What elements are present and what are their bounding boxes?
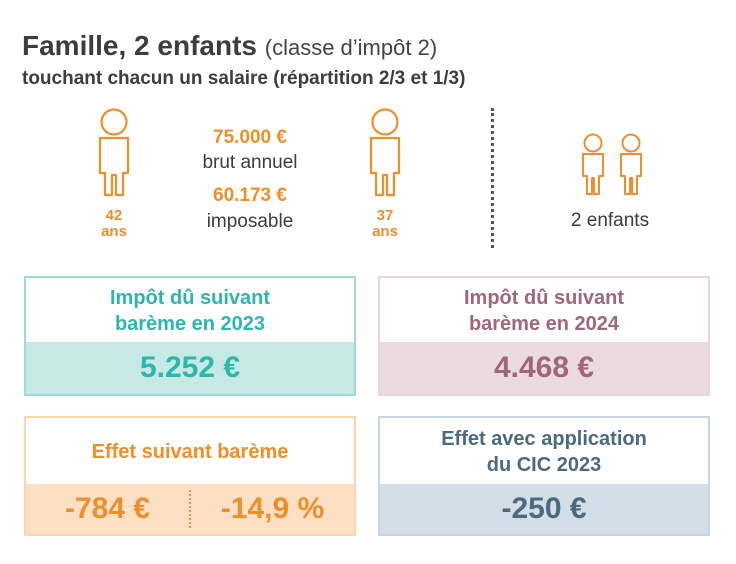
effect-cic-heading-line2: du CIC 2023 (486, 454, 602, 476)
tax-2023-heading: Impôt dû suivant barème en 2023 (26, 278, 354, 344)
adult2-age: 37 ans (365, 208, 405, 240)
title-main: Famille, 2 enfants (22, 30, 257, 61)
gross-label: brut annuel (202, 152, 298, 173)
taxable-label: imposable (206, 211, 294, 232)
adult-person-icon (98, 108, 130, 197)
page-title: Famille, 2 enfants (classe d’impôt 2) (22, 30, 437, 62)
page-subtitle: touchant chacun un salaire (répartition … (22, 68, 466, 89)
child-person-icon (582, 133, 604, 195)
tax-2023-heading-line1: Impôt dû suivant (110, 287, 270, 309)
effect-scale-divider (189, 490, 191, 528)
child-person-icon (620, 133, 642, 195)
tax-2024-heading-line2: barème en 2024 (468, 313, 620, 335)
tax-2023-card: Impôt dû suivant barème en 2023 5.252 € (24, 276, 356, 396)
adult1-age-unit: ans (101, 223, 127, 240)
household-divider (491, 108, 494, 248)
effect-cic-heading: Effet avec application du CIC 2023 (380, 418, 708, 486)
adult1-age: 42 ans (94, 208, 134, 240)
tax-2023-value: 5.252 € (26, 342, 354, 394)
adult-person-icon (369, 108, 401, 197)
gross-amount: 75.000 € (213, 127, 287, 148)
effect-scale-values: -784 € -14,9 % (26, 484, 354, 534)
tax-2024-card: Impôt dû suivant barème en 2024 4.468 € (378, 276, 710, 396)
adult2-age-unit: ans (372, 223, 398, 240)
taxable-amount: 60.173 € (213, 185, 287, 206)
effect-scale-percent: -14,9 % (220, 492, 325, 525)
tax-2023-heading-line2: barème en 2023 (114, 313, 266, 335)
effect-scale-card: Effet suivant barème -784 € -14,9 % (24, 416, 356, 536)
effect-scale-amount: -784 € (64, 492, 151, 525)
adult1-age-value: 42 (105, 207, 123, 224)
tax-2024-heading-line1: Impôt dû suivant (464, 287, 624, 309)
tax-2024-value: 4.468 € (380, 342, 708, 394)
effect-cic-heading-line1: Effet avec application (441, 428, 647, 450)
title-suffix: (classe d’impôt 2) (264, 35, 438, 60)
effect-scale-heading: Effet suivant barème (91, 441, 289, 463)
effect-cic-card: Effet avec application du CIC 2023 -250 … (378, 416, 710, 536)
effect-cic-value: -250 € (380, 484, 708, 534)
children-label: 2 enfants (570, 210, 650, 231)
tax-2024-heading: Impôt dû suivant barème en 2024 (380, 278, 708, 344)
adult2-age-value: 37 (376, 207, 394, 224)
